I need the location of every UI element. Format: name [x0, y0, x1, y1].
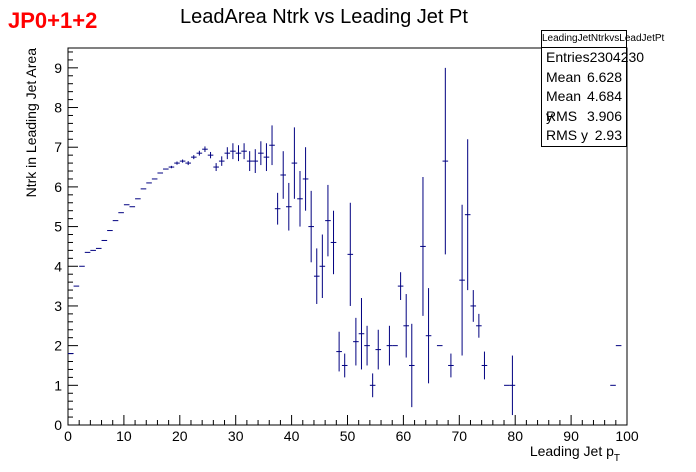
stats-row-rms-y: RMS y 2.93	[542, 126, 626, 146]
y-tick-label: 1	[54, 377, 62, 393]
trigger-tag: JP0+1+2	[8, 8, 98, 33]
chart-title: LeadArea Ntrk vs Leading Jet Pt	[180, 6, 468, 28]
data-point	[470, 290, 477, 322]
y-tick-label: 2	[54, 338, 62, 354]
data-point	[241, 143, 247, 160]
data-point	[302, 147, 309, 211]
data-point	[397, 272, 404, 300]
data-point	[230, 143, 236, 160]
data-point	[319, 234, 326, 299]
stats-value: 3.906	[586, 107, 622, 124]
data-point	[179, 159, 186, 163]
data-point	[330, 210, 337, 275]
x-tick-label: 90	[563, 428, 579, 444]
x-tick-label: 80	[507, 428, 523, 444]
data-markers	[68, 67, 622, 416]
data-point	[224, 147, 231, 160]
data-point	[286, 182, 292, 231]
stats-box: LeadingJetNtrkvsLeadJetPt Entries 2304230…	[541, 30, 664, 147]
data-point	[252, 149, 259, 174]
data-point	[386, 325, 393, 366]
data-point	[168, 165, 175, 169]
y-tick-label: 6	[54, 179, 62, 195]
stats-box-title: LeadingJetNtrkvsLeadJetPt	[542, 31, 664, 48]
data-point	[476, 313, 482, 338]
data-point	[246, 151, 253, 172]
data-point	[213, 163, 219, 172]
data-point	[403, 294, 409, 358]
x-axis-label: Leading Jet pT	[530, 443, 620, 464]
data-point	[235, 145, 242, 162]
stats-row-entries: Entries 2304230	[542, 48, 644, 68]
stats-value: 6.628	[586, 68, 622, 85]
x-tick-label: 100	[615, 428, 639, 444]
stats-row-mean: Mean 6.628	[542, 68, 626, 88]
data-point	[313, 248, 320, 304]
x-tick-label: 0	[64, 428, 72, 444]
y-tick-label: 5	[54, 219, 62, 235]
data-point	[442, 67, 449, 255]
x-tick-label: 30	[228, 428, 244, 444]
y-tick-label: 4	[54, 258, 62, 274]
stats-value: 2.93	[594, 127, 622, 143]
x-tick-label: 20	[172, 428, 188, 444]
stats-label: Mean y	[546, 88, 582, 124]
data-point	[207, 151, 214, 159]
data-point	[190, 155, 197, 160]
data-point	[202, 146, 208, 152]
stats-value: 2304230	[589, 49, 645, 65]
data-point	[464, 139, 471, 291]
data-point	[297, 171, 303, 227]
x-tick-label: 10	[116, 428, 132, 444]
data-point	[308, 190, 314, 263]
data-point	[341, 353, 348, 378]
x-tick-label: 60	[396, 428, 412, 444]
data-point	[408, 323, 415, 408]
data-point	[347, 202, 354, 306]
axis-ticks: 0 10 20 30 40 50 60 70 80 90 100 0 1 2 3 4 5 6 7 8 9	[54, 51, 639, 444]
data-point	[459, 204, 465, 356]
data-point	[425, 288, 432, 384]
stats-row-mean-y: Mean y 4.684	[542, 87, 626, 124]
stats-row-rms: RMS 3.906	[542, 107, 626, 127]
data-point	[258, 141, 264, 166]
y-axis-label: Ntrk in Leading Jet Area	[23, 48, 39, 198]
data-point	[509, 355, 516, 416]
data-point	[358, 298, 365, 370]
stats-label: Mean	[546, 68, 582, 85]
data-point	[481, 351, 488, 380]
data-point	[353, 317, 359, 366]
x-tick-label: 40	[284, 428, 300, 444]
stats-label: Entries	[546, 49, 590, 65]
data-point	[364, 325, 370, 366]
y-tick-label: 8	[54, 100, 62, 116]
data-point	[218, 156, 225, 166]
x-tick-label: 50	[340, 428, 356, 444]
x-tick-label: 70	[452, 428, 468, 444]
data-point	[185, 161, 191, 166]
data-point	[196, 150, 203, 156]
data-point	[174, 161, 180, 165]
data-point	[269, 125, 275, 166]
y-tick-label: 7	[54, 139, 62, 155]
data-point	[263, 143, 270, 172]
y-tick-label: 0	[54, 417, 62, 433]
data-point	[369, 373, 376, 398]
data-point	[448, 353, 454, 378]
data-point	[325, 184, 331, 257]
data-point	[274, 192, 281, 225]
data-point	[280, 151, 287, 199]
y-tick-label: 3	[54, 298, 62, 314]
stats-label: RMS y	[546, 127, 588, 143]
stats-label: RMS	[546, 107, 578, 124]
data-point	[291, 127, 298, 199]
data-point	[420, 176, 426, 316]
data-point	[336, 331, 342, 372]
data-point	[375, 329, 382, 370]
y-tick-label: 9	[54, 60, 62, 76]
stats-value: 4.684	[586, 88, 622, 104]
